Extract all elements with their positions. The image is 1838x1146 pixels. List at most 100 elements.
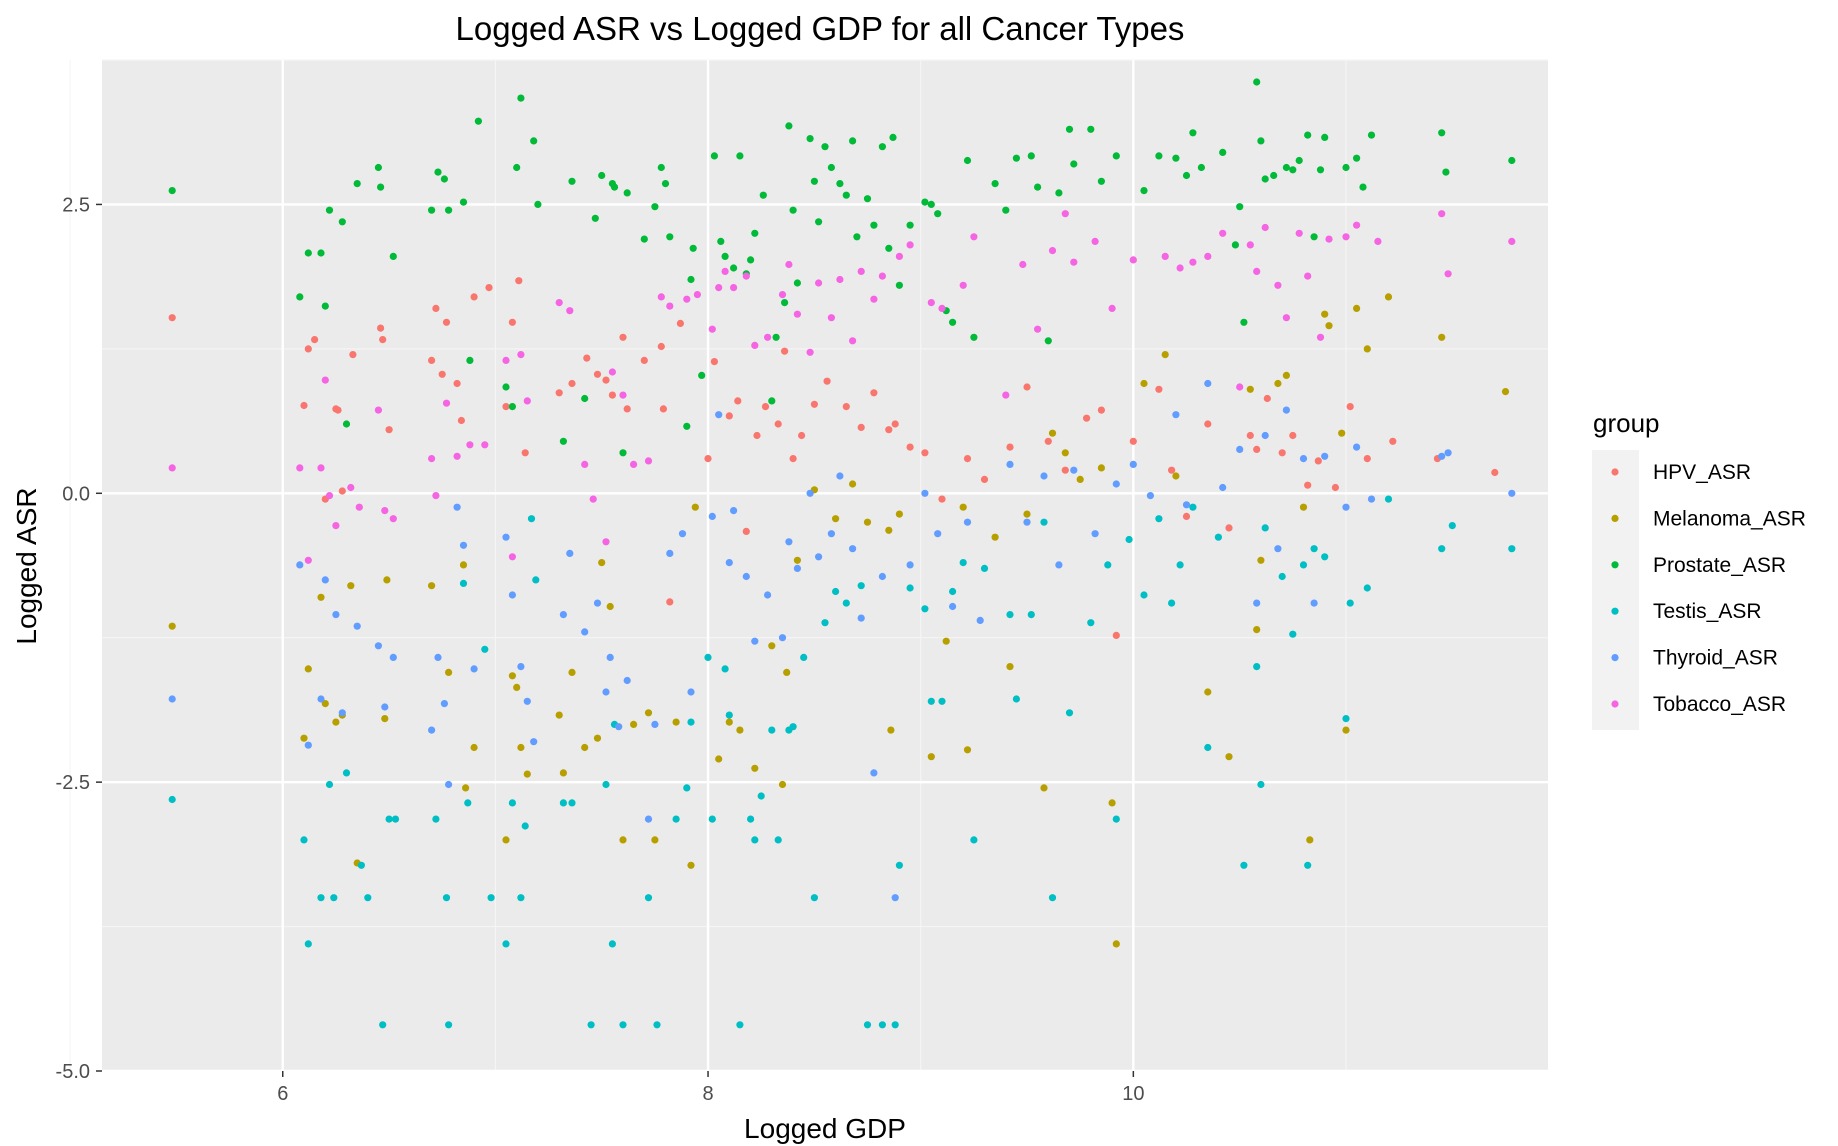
point-prostate-asr (1197, 163, 1205, 172)
point-prostate-asr (661, 180, 670, 188)
y-tick-label: 0.0 (62, 483, 90, 505)
point-tobacco-asr (332, 522, 340, 530)
legend: group HPV_ASR Melanoma_ASR Prostate_ASR Tes… (1592, 408, 1806, 730)
point-hpv-asr (432, 304, 440, 312)
point-hpv-asr (349, 351, 357, 359)
point-tobacco-asr (1282, 314, 1290, 322)
point-prostate-asr (934, 210, 942, 218)
point-melanoma-asr (1161, 351, 1169, 359)
point-testis-asr (508, 799, 516, 807)
point-thyroid-asr (730, 507, 738, 515)
point-prostate-asr (513, 163, 521, 172)
point-hpv-asr (1331, 483, 1339, 492)
point-prostate-asr (1261, 175, 1269, 183)
point-hpv-asr (657, 342, 665, 351)
point-melanoma-asr (1342, 726, 1350, 734)
point-prostate-asr (374, 163, 382, 172)
point-prostate-asr (1321, 133, 1329, 141)
point-prostate-asr (1112, 152, 1120, 160)
point-testis-asr (927, 697, 935, 705)
point-testis-asr (921, 605, 929, 613)
point-testis-asr (1040, 518, 1048, 526)
point-prostate-asr (747, 256, 755, 264)
point-testis-asr (391, 815, 400, 823)
point-tobacco-asr (938, 304, 946, 312)
point-thyroid-asr (1508, 489, 1516, 497)
point-testis-asr (725, 711, 733, 719)
point-tobacco-asr (508, 553, 516, 561)
point-melanoma-asr (1140, 379, 1148, 388)
point-testis-asr (653, 1021, 661, 1029)
point-tobacco-asr (1091, 237, 1099, 245)
point-hpv-asr (921, 449, 929, 457)
point-hpv-asr (521, 449, 529, 457)
point-prostate-asr (759, 191, 767, 199)
point-hpv-asr (1083, 414, 1091, 422)
point-prostate-asr (474, 117, 482, 125)
point-prostate-asr (793, 279, 802, 287)
legend-key (1611, 607, 1619, 615)
point-melanoma-asr (1353, 304, 1361, 312)
point-testis-asr (1384, 495, 1393, 503)
point-prostate-asr (389, 252, 397, 260)
point-prostate-asr (445, 206, 453, 214)
x-tick-label: 6 (277, 1083, 288, 1105)
point-prostate-asr (559, 437, 568, 445)
point-thyroid-asr (517, 663, 525, 671)
point-melanoma-asr (502, 836, 510, 844)
point-testis-asr (704, 653, 712, 662)
point-tobacco-asr (895, 252, 904, 260)
point-thyroid-asr (459, 541, 468, 549)
point-hpv-asr (1253, 445, 1261, 453)
point-testis-asr (687, 718, 695, 726)
grid-minor (69, 59, 1548, 1071)
point-melanoma-asr (347, 582, 355, 590)
point-testis-asr (980, 564, 989, 573)
point-prostate-asr (591, 214, 599, 222)
point-tobacco-asr (502, 356, 510, 364)
point-tobacco-asr (566, 307, 574, 315)
point-testis-asr (938, 697, 946, 705)
point-thyroid-asr (389, 653, 397, 662)
point-thyroid-asr (1253, 599, 1261, 607)
point-tobacco-asr (381, 507, 389, 515)
point-thyroid-asr (523, 697, 531, 705)
point-thyroid-asr (921, 489, 929, 497)
point-testis-asr (432, 815, 440, 823)
point-hpv-asr (593, 370, 602, 378)
point-melanoma-asr (593, 734, 602, 742)
point-melanoma-asr (1108, 799, 1116, 807)
point-thyroid-asr (651, 720, 659, 729)
point-prostate-asr (304, 249, 312, 257)
point-melanoma-asr (1438, 333, 1446, 341)
point-melanoma-asr (1325, 322, 1333, 330)
point-melanoma-asr (651, 836, 659, 844)
point-melanoma-asr (895, 510, 904, 518)
point-tobacco-asr (778, 291, 787, 299)
point-thyroid-asr (1070, 466, 1078, 474)
point-hpv-asr (442, 318, 451, 326)
point-testis-asr (878, 1021, 887, 1029)
point-tobacco-asr (793, 310, 802, 318)
point-melanoma-asr (568, 668, 576, 677)
point-thyroid-asr (434, 653, 442, 662)
point-testis-asr (857, 582, 865, 590)
point-prostate-asr (1304, 131, 1312, 139)
point-prostate-asr (889, 133, 897, 141)
point-testis-asr (757, 792, 765, 800)
point-hpv-asr (438, 370, 446, 378)
point-testis-asr (644, 894, 653, 902)
point-hpv-asr (798, 431, 806, 440)
point-melanoma-asr (644, 709, 653, 717)
point-hpv-asr (1389, 437, 1397, 445)
point-thyroid-asr (1274, 545, 1282, 553)
point-melanoma-asr (863, 518, 872, 526)
point-prostate-asr (906, 221, 914, 229)
point-prostate-asr (698, 371, 706, 379)
point-melanoma-asr (783, 668, 791, 677)
point-tobacco-asr (589, 495, 597, 503)
point-prostate-asr (1353, 154, 1361, 162)
point-prostate-asr (785, 122, 793, 130)
y-axis-ticks: 2.5 0.0 -2.5 -5.0 (56, 194, 102, 1083)
